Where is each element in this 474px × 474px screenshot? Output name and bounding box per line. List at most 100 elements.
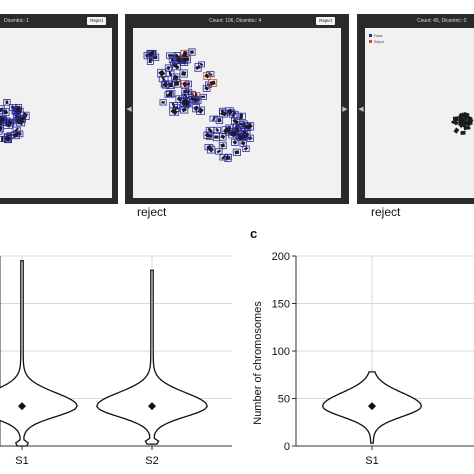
chromosome	[203, 72, 211, 80]
panel-letter: c	[250, 226, 258, 241]
chromosome	[185, 80, 193, 88]
chromosome	[215, 116, 224, 125]
chromosome	[169, 107, 180, 116]
slide-view: False Reject	[365, 28, 474, 198]
chromosome	[465, 118, 472, 126]
chromosome	[188, 95, 197, 103]
panel-header-text: Dicentric: 1	[4, 18, 30, 24]
prev-arrow-icon[interactable]: ◀	[358, 106, 364, 113]
chromosome	[452, 116, 459, 122]
chromosome	[14, 106, 22, 113]
chromosome	[12, 126, 21, 133]
metaphase-panel-3: Count: 45, Dicentric: 0 ◀ False Reject	[357, 14, 474, 204]
panel-header: Count: 45, Dicentric: 0	[357, 14, 474, 28]
y-tick-label: 50	[278, 394, 290, 406]
legend-swatch-false	[369, 34, 372, 37]
chromosome	[231, 138, 239, 146]
legend-label-false: False	[374, 34, 383, 38]
chromosome	[159, 99, 167, 106]
chromosome	[213, 126, 221, 134]
y-tick-label: 150	[272, 299, 290, 311]
chromosome	[218, 141, 227, 150]
chromosome	[459, 117, 466, 124]
chromosome	[196, 106, 205, 115]
chromosome	[146, 49, 157, 57]
chromosome	[244, 122, 255, 131]
chromosome	[203, 131, 212, 139]
chromosome	[198, 61, 205, 68]
metaphase-panel-1: Dicentric: 1 Reject	[0, 14, 118, 204]
violin-s2	[96, 269, 208, 445]
y-tick-label: 100	[272, 346, 290, 358]
chromosome	[6, 119, 15, 127]
next-arrow-icon[interactable]: ▶	[342, 106, 348, 113]
y-tick-label: 200	[272, 251, 290, 263]
chromosome	[458, 113, 464, 118]
median-marker	[368, 402, 376, 411]
chromosome	[224, 153, 232, 162]
chromosome	[221, 126, 232, 135]
chromosome	[208, 79, 218, 87]
violin-s1	[0, 260, 78, 447]
chromosome	[450, 120, 456, 125]
slide-view	[0, 28, 112, 198]
panel-header-text: Count: 106, Dicentric: 4	[209, 18, 262, 24]
metaphase-panel-2: Count: 106, Dicentric: 4 Reject ◀ ▶	[125, 14, 349, 204]
chromosome	[157, 68, 167, 78]
chromosome	[172, 79, 181, 88]
caption-panel-2: reject	[137, 205, 167, 219]
chromosome	[179, 69, 188, 78]
panel-header: Count: 106, Dicentric: 4 Reject	[125, 14, 349, 28]
chromosome	[184, 88, 193, 95]
chromosome	[192, 104, 200, 113]
y-axis-title: Number of chromosomes	[252, 301, 264, 425]
reject-button[interactable]: Reject	[316, 17, 335, 25]
chromosome	[0, 116, 7, 123]
chromosome	[219, 132, 227, 141]
legend-label-reject: Reject	[374, 40, 384, 44]
chromosome-spread	[143, 48, 255, 162]
chromosome	[226, 109, 236, 116]
chromosome-spread	[0, 99, 30, 144]
legend-swatch-reject	[369, 40, 372, 43]
chromosome	[236, 133, 246, 142]
chromosome	[465, 115, 470, 120]
chromosome	[215, 148, 223, 155]
chromosome	[164, 91, 174, 98]
chromosome	[18, 115, 26, 123]
chromosome	[460, 130, 466, 135]
chromosome	[168, 56, 176, 64]
chromosome	[232, 148, 241, 156]
chromosome	[0, 108, 4, 115]
x-tick-label: S1	[365, 455, 378, 467]
chromosome	[209, 115, 219, 122]
chromosome	[173, 56, 184, 65]
chromosome	[459, 121, 465, 127]
median-marker	[18, 402, 26, 411]
panel-header: Dicentric: 1 Reject	[0, 14, 118, 28]
chromosome	[205, 126, 215, 134]
violin-chart-left: S1 S2	[0, 255, 232, 467]
chromosome	[453, 127, 460, 134]
y-tick-label: 0	[284, 441, 290, 453]
chromosome	[204, 144, 214, 151]
chromosome	[219, 109, 229, 118]
x-tick-label: S1	[15, 455, 28, 467]
median-marker	[148, 402, 156, 411]
chromosome-spread: False Reject	[369, 34, 474, 135]
violin-chart-right: 0 50 100 150 200 S1	[272, 251, 474, 467]
violin-charts: S1 S2 0 50 100 150 200 S1 Number of chromosome…	[0, 251, 474, 467]
chromosome	[212, 133, 220, 142]
panel-header-text: Count: 45, Dicentric: 0	[417, 18, 467, 24]
reject-button[interactable]: Reject	[87, 17, 106, 25]
chromosome	[160, 81, 170, 88]
slide-view	[133, 28, 341, 198]
prev-arrow-icon[interactable]: ◀	[126, 106, 132, 113]
chromosome	[231, 117, 241, 125]
chromosome	[188, 48, 196, 56]
caption-panel-3: reject	[371, 205, 401, 219]
chromosome	[463, 125, 469, 130]
x-tick-label: S2	[145, 455, 158, 467]
chromosome	[3, 134, 12, 144]
chromosome	[3, 99, 11, 106]
